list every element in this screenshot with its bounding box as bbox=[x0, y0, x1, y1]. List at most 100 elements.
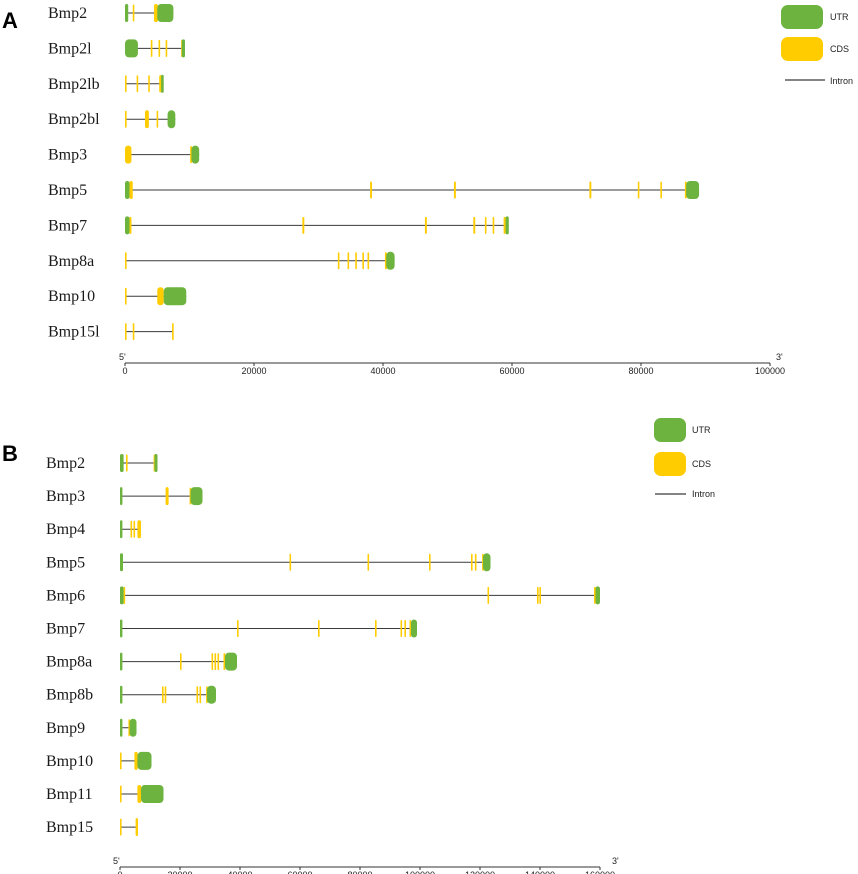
cds-exon bbox=[165, 487, 169, 506]
utr-exon bbox=[125, 181, 130, 199]
gene-label: Bmp10 bbox=[48, 288, 95, 305]
cds-exon bbox=[172, 323, 174, 341]
utr-exon bbox=[686, 181, 700, 199]
cds-exon bbox=[123, 586, 126, 604]
cds-exon bbox=[130, 520, 133, 538]
cds-exon bbox=[120, 752, 122, 770]
cds-exon bbox=[318, 620, 320, 637]
panel-a-letter: A bbox=[2, 8, 18, 33]
utr-exon bbox=[120, 454, 124, 472]
legend-utr-swatch bbox=[781, 5, 823, 29]
utr-exon bbox=[225, 652, 237, 671]
gene-label: Bmp5 bbox=[48, 182, 87, 199]
utr-exon bbox=[125, 216, 130, 235]
gene-label: Bmp10 bbox=[46, 753, 93, 770]
utr-exon bbox=[120, 619, 123, 638]
panel-b-letter: B bbox=[2, 441, 18, 466]
gene-track-bmp11: Bmp11 bbox=[46, 785, 164, 803]
gene-label: Bmp15l bbox=[48, 324, 100, 341]
cds-exon bbox=[211, 653, 214, 671]
cds-exon bbox=[289, 553, 292, 571]
gene-label: Bmp2 bbox=[46, 455, 85, 472]
gene-track-bmp2bl: Bmp2bl bbox=[48, 110, 176, 129]
utr-exon bbox=[163, 287, 187, 306]
scale-axis-b: 5' 3' 0 20000 40000 60000 80000 100000 120000 1… bbox=[113, 856, 619, 874]
utr-exon bbox=[595, 586, 600, 605]
cds-exon bbox=[637, 181, 640, 199]
legend-cds-label: CDS bbox=[830, 44, 849, 54]
cds-exon bbox=[157, 287, 164, 306]
utr-exon bbox=[120, 718, 123, 737]
gene-track-bmp15l: Bmp15l bbox=[48, 323, 174, 341]
cds-exon bbox=[132, 4, 135, 22]
utr-exon bbox=[157, 4, 174, 22]
axis-end-label: 3' bbox=[776, 352, 783, 362]
utr-exon bbox=[167, 110, 176, 129]
cds-exon bbox=[134, 751, 138, 770]
utr-exon bbox=[120, 652, 123, 671]
cds-exon bbox=[355, 252, 357, 270]
axis-end-label: 3' bbox=[612, 856, 619, 866]
cds-exon bbox=[337, 252, 340, 270]
cds-exon bbox=[136, 75, 139, 93]
axis-tick-label: 0 bbox=[122, 366, 127, 376]
cds-exon bbox=[217, 653, 220, 671]
legend-utr-label: UTR bbox=[692, 425, 711, 435]
legend-b: UTR CDS Intron bbox=[654, 418, 715, 499]
utr-exon bbox=[129, 718, 137, 737]
gene-track-bmp15: Bmp15 bbox=[46, 818, 138, 837]
cds-exon bbox=[370, 181, 373, 199]
gene-label: Bmp9 bbox=[46, 720, 85, 737]
gene-label: Bmp8a bbox=[46, 654, 92, 671]
cds-exon bbox=[474, 553, 477, 571]
cds-exon bbox=[162, 686, 164, 704]
cds-exon bbox=[429, 553, 431, 571]
legend-cds-label: CDS bbox=[692, 459, 711, 469]
cds-exon bbox=[144, 110, 149, 129]
cds-exon bbox=[120, 818, 122, 836]
gene-track-bmp7: Bmp7 bbox=[46, 619, 417, 638]
cds-exon bbox=[424, 216, 427, 234]
utr-exon bbox=[505, 216, 509, 235]
utr-exon bbox=[125, 4, 129, 22]
gene-label: Bmp5 bbox=[46, 554, 85, 571]
cds-exon bbox=[404, 620, 406, 637]
cds-exon bbox=[362, 252, 364, 270]
utr-exon bbox=[411, 619, 417, 638]
axis-tick-label: 0 bbox=[117, 870, 122, 874]
gene-label: Bmp2l bbox=[48, 40, 92, 57]
cds-exon bbox=[199, 686, 202, 704]
gene-label: Bmp6 bbox=[46, 587, 85, 604]
utr-exon bbox=[386, 251, 395, 270]
axis-tick-label: 40000 bbox=[227, 870, 252, 874]
legend-utr-label: UTR bbox=[830, 12, 849, 22]
gene-label: Bmp8b bbox=[46, 687, 93, 704]
cds-exon bbox=[594, 586, 596, 604]
axis-tick-label: 140000 bbox=[525, 870, 555, 874]
cds-exon bbox=[120, 785, 122, 803]
utr-exon bbox=[161, 74, 164, 93]
gene-label: Bmp2bl bbox=[48, 111, 100, 128]
gene-track-bmp2: Bmp2 bbox=[46, 454, 158, 472]
axis-tick-label: 20000 bbox=[241, 366, 266, 376]
gene-track-bmp2l: Bmp2l bbox=[48, 39, 185, 58]
panel-b: B UTR CDS Intron Bmp2Bmp3Bmp4Bmp5Bmp6Bmp… bbox=[2, 418, 715, 874]
gene-track-bmp9: Bmp9 bbox=[46, 718, 137, 737]
cds-exon bbox=[125, 110, 127, 128]
gene-label: Bmp2 bbox=[48, 5, 87, 22]
cds-exon bbox=[660, 181, 662, 199]
cds-exon bbox=[154, 4, 158, 22]
cds-exon bbox=[400, 620, 403, 637]
legend-cds-swatch bbox=[654, 452, 686, 476]
utr-exon bbox=[120, 520, 123, 539]
cds-exon bbox=[367, 252, 370, 270]
gene-track-bmp3: Bmp3 bbox=[46, 487, 203, 506]
gene-label: Bmp2lb bbox=[48, 76, 100, 93]
gene-tracks-b: Bmp2 Bmp3 Bmp4 Bmp5 Bmp6 Bmp7 Bmp8a Bmp8b Bmp9 Bm… bbox=[46, 454, 600, 837]
axis-tick-label: 100000 bbox=[405, 870, 435, 874]
cds-exon bbox=[137, 520, 141, 539]
axis-tick-label: 80000 bbox=[628, 366, 653, 376]
cds-exon bbox=[135, 818, 138, 837]
gene-label: Bmp8a bbox=[48, 253, 94, 270]
